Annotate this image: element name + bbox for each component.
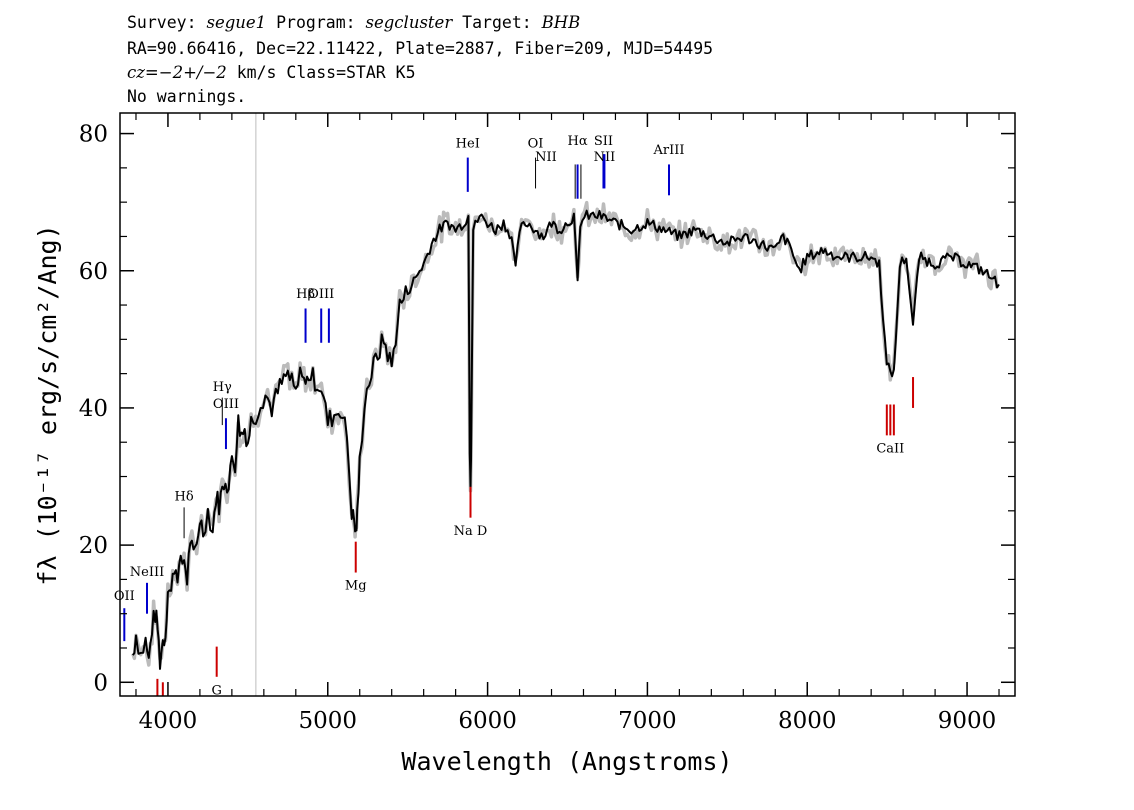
header-line-2: RA=90.66416, Dec=22.11422, Plate=2887, F… [127, 39, 713, 58]
y-tick-label: 0 [93, 670, 108, 696]
line-label-0: OII [114, 589, 135, 604]
axis-ticks: 4000 5000 6000 7000 8000 9000 0 20 40 60 80 [79, 113, 1015, 734]
line-label-4: OIII [213, 397, 239, 412]
y-axis-label-text: fλ (10⁻¹⁷ erg/s/cm²/Ang) [33, 224, 62, 585]
x-tick-label: 7000 [618, 708, 677, 734]
line-label-17: Na D [454, 524, 488, 539]
flux-error-band [131, 200, 999, 667]
line-label-1: NeIII [130, 565, 164, 580]
y-tick-label: 80 [79, 122, 108, 148]
line-label-14: SII [594, 134, 613, 149]
y-axis-label: fλ (10⁻¹⁷ erg/s/cm²/Ang) [33, 224, 62, 585]
y-tick-label: 40 [79, 396, 108, 422]
x-tick-label: 6000 [458, 708, 517, 734]
line-label-5: Hβ [296, 287, 315, 302]
line-label-8: HeI [456, 136, 480, 151]
x-tick-label: 4000 [139, 708, 198, 734]
line-label-19: CaII [876, 442, 904, 457]
x-tick-label: 8000 [778, 708, 837, 734]
flux-series-line [132, 209, 1000, 670]
line-label-11: Hα [568, 134, 588, 149]
line-label-18: Mg [345, 579, 367, 594]
x-tick-label: 9000 [938, 708, 997, 734]
y-tick-label: 60 [79, 259, 108, 285]
x-tick-label: 5000 [298, 708, 357, 734]
y-tick-label: 20 [79, 533, 108, 559]
header-block: Survey: segue1 Program: segcluster Targe… [127, 13, 713, 106]
line-label-16: ArIII [652, 143, 684, 158]
line-label-15: NII [594, 150, 616, 165]
plot-frame [119, 112, 1016, 697]
header-line-4: No warnings. [127, 87, 246, 106]
line-label-23: G [211, 684, 221, 699]
header-line-3: cz=−2+/−2 km/s Class=STAR K5 [127, 63, 416, 82]
line-label-3: Hγ [213, 380, 232, 395]
line-label-2: Hδ [175, 490, 194, 505]
line-label-6: OIII [308, 287, 334, 302]
header-line-1: Survey: segue1 Program: segcluster Targe… [127, 13, 580, 32]
line-label-9: OI [528, 136, 544, 151]
x-axis-label: Wavelength (Angstroms) [401, 747, 732, 776]
line-label-10: NII [535, 150, 557, 165]
